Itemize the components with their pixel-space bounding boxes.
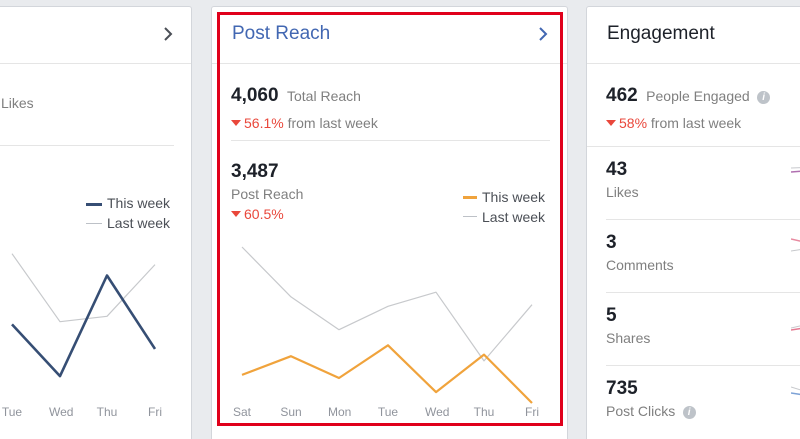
- series-line-this-week: [11, 274, 157, 378]
- x-tick-label: Thu: [96, 405, 118, 419]
- down-triangle-icon: [231, 211, 241, 217]
- engagement-card: Engagement 462 People Engaged i 58% from…: [586, 6, 800, 439]
- post-clicks-label: Post Clicks: [606, 403, 676, 419]
- people-engaged-change: 58% from last week: [606, 115, 741, 132]
- engagement-divider: [587, 146, 800, 147]
- total-reach-row: 4,060 Total Reach: [231, 85, 361, 107]
- comments-sparkline: [791, 238, 800, 252]
- engagement-title[interactable]: Engagement: [607, 23, 715, 44]
- post-reach-divider: [231, 140, 550, 141]
- post-reach-change-value: 60.5%: [244, 206, 284, 222]
- left-line-chart: [11, 253, 157, 378]
- legend-last-week-swatch: [86, 223, 102, 224]
- shares-sparkline: [791, 325, 800, 331]
- total-reach-change: 56.1% from last week: [231, 115, 378, 132]
- x-tick-label: Fri: [148, 405, 162, 419]
- engagement-divider: [606, 219, 800, 220]
- shares-label: Shares: [606, 330, 651, 346]
- x-tick-label: Sun: [280, 405, 302, 419]
- x-tick-label: Tue: [1, 405, 23, 419]
- people-engaged-value: 462: [606, 85, 638, 106]
- x-tick-label: Wed: [49, 405, 74, 419]
- down-triangle-icon: [231, 120, 241, 126]
- comments-value: 3: [606, 232, 617, 253]
- info-icon[interactable]: i: [682, 406, 696, 419]
- post-reach-title[interactable]: Post Reach: [232, 23, 331, 44]
- post-reach-card-header[interactable]: Post Reach: [212, 7, 567, 64]
- x-tick-label: Mon: [328, 405, 352, 419]
- shares-value: 5: [606, 305, 617, 326]
- series-line-last-week: [241, 246, 533, 362]
- people-engaged-row: 462 People Engaged i: [606, 85, 771, 107]
- down-triangle-icon: [606, 120, 616, 126]
- likes-label: Likes: [1, 95, 34, 111]
- total-reach-label: Total Reach: [287, 88, 361, 104]
- legend-last-week: Last week: [107, 215, 171, 231]
- post-reach-change: 60.5%: [231, 206, 284, 223]
- post-clicks-value: 735: [606, 378, 638, 399]
- post-reach-line-chart: [241, 246, 533, 404]
- page-likes-card: Likes This week Last week Tue Wed Thu Fri: [0, 6, 192, 439]
- x-tick-label: Sat: [232, 405, 251, 419]
- page-likes-card-header[interactable]: [0, 7, 191, 64]
- likes-sparkline: [791, 167, 800, 173]
- x-tick-label: Fri: [525, 405, 539, 419]
- legend-last-week-swatch: [463, 216, 477, 217]
- engagement-card-header[interactable]: Engagement: [587, 7, 800, 64]
- people-engaged-change-value: 58%: [619, 115, 648, 131]
- post-clicks-sparkline: [791, 386, 800, 396]
- x-tick-label: Wed: [425, 405, 450, 419]
- x-tick-label: Tue: [377, 405, 399, 419]
- info-icon[interactable]: i: [757, 91, 771, 104]
- legend-this-week: This week: [107, 195, 171, 211]
- comments-label: Comments: [606, 257, 674, 273]
- legend-last-week: Last week: [482, 209, 546, 225]
- legend-this-week: This week: [482, 189, 546, 205]
- engagement-divider: [606, 365, 800, 366]
- series-line-last-week: [11, 253, 156, 323]
- series-line-this-week: [241, 344, 533, 404]
- people-engaged-change-suffix: from last week: [650, 115, 742, 131]
- legend-this-week-swatch: [463, 196, 477, 199]
- chevron-right-icon[interactable]: [161, 26, 175, 42]
- x-tick-label: Thu: [473, 405, 495, 419]
- post-reach-label: Post Reach: [231, 186, 304, 202]
- post-reach-card: Post Reach 4,060 Total Reach 56.1% from …: [211, 6, 568, 439]
- chevron-right-icon[interactable]: [536, 26, 550, 42]
- likes-label: Likes: [606, 184, 639, 200]
- left-card-divider: [0, 145, 174, 146]
- legend-this-week-swatch: [86, 203, 102, 206]
- total-reach-change-value: 56.1%: [244, 115, 284, 131]
- post-clicks-label-row: Post Clicks i: [606, 403, 696, 421]
- post-reach-value: 3,487: [231, 161, 279, 182]
- engagement-divider: [606, 292, 800, 293]
- total-reach-value: 4,060: [231, 85, 279, 106]
- people-engaged-label: People Engaged: [646, 88, 750, 104]
- total-reach-change-suffix: from last week: [287, 115, 378, 131]
- likes-value: 43: [606, 159, 628, 180]
